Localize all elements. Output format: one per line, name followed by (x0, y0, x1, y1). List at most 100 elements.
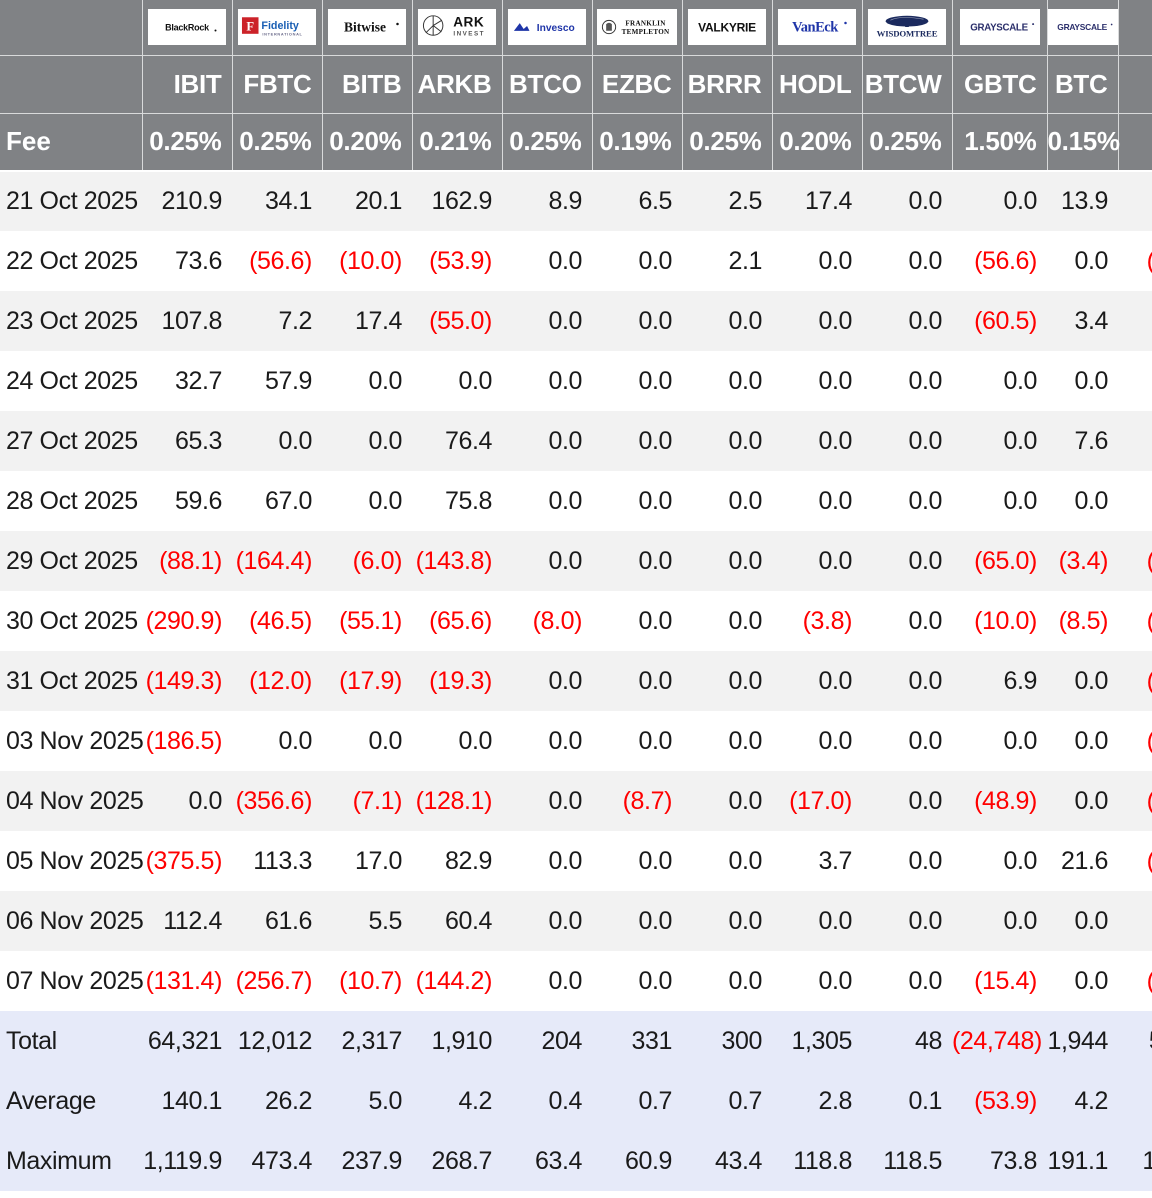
row-label: 28 Oct 2025 (0, 471, 142, 531)
table-row: 27 Oct 2025 65.3 0.0 0.0 76.4 0.0 0.0 0.0 0.0 0.0… (0, 411, 1152, 471)
cell-ezbc: 0.0 (592, 591, 682, 651)
cell-arkb: (19.3) (412, 651, 502, 711)
fee-btcw: 0.25% (862, 113, 953, 172)
cell-arkb: 4.2 (412, 1071, 502, 1131)
cell-ezbc: 0.0 (592, 351, 682, 411)
cell-btc: 0.0 (1047, 471, 1118, 531)
cell-brrr: 0.0 (682, 411, 772, 471)
cell-hodl: 0.0 (772, 891, 862, 951)
cell-brrr: 0.0 (682, 831, 772, 891)
cell-total: 149.3 (1118, 411, 1152, 471)
cell-ibit: (149.3) (142, 651, 232, 711)
row-label: 03 Nov 2025 (0, 711, 144, 771)
cell-gbtc: 0.0 (952, 411, 1047, 471)
cell-arkb: 0.0 (412, 711, 502, 771)
cell-brrr: 0.0 (682, 951, 772, 1011)
issuer-logo-cell-btcw: WISDOMTREE (862, 0, 953, 56)
cell-bitb: 0.0 (322, 711, 412, 771)
cell-brrr: 0.0 (682, 591, 772, 651)
cell-btc: 7.6 (1047, 411, 1118, 471)
cell-total: 239.9 (1118, 891, 1152, 951)
cell-fbtc: 7.2 (232, 291, 322, 351)
row-label: 21 Oct 2025 (0, 171, 142, 231)
svg-text:BlackRock: BlackRock (165, 23, 210, 33)
fee-brrr: 0.25% (682, 113, 773, 172)
cell-fbtc: 34.1 (232, 171, 322, 231)
table-row: 30 Oct 2025 (290.9) (46.5) (55.1) (65.6) (8.0… (0, 591, 1152, 651)
cell-brrr: 0.7 (682, 1071, 772, 1131)
cell-arkb: 76.4 (412, 411, 502, 471)
cell-ezbc: (8.7) (592, 771, 682, 831)
cell-fbtc: (356.6) (232, 771, 322, 831)
cell-ibit: 107.8 (142, 291, 232, 351)
cell-ibit: 1,119.9 (142, 1131, 232, 1191)
cell-fbtc: 0.0 (232, 711, 322, 771)
cell-hodl: 0.0 (772, 231, 862, 291)
fee-btco: 0.25% (502, 113, 593, 172)
ticker-brrr: BRRR (682, 55, 773, 114)
row-label: 04 Nov 2025 (0, 771, 144, 831)
cell-arkb: 60.4 (412, 891, 502, 951)
cell-hodl: 0.0 (772, 651, 862, 711)
issuer-logo-cell-fbtc: F Fidelity INTERNATIONAL (232, 0, 323, 56)
cell-btcw: 0.0 (862, 891, 952, 951)
valkyrie-logo: VALKYRIE (698, 21, 756, 35)
cell-ezbc: 6.5 (592, 171, 682, 231)
grayscale-logo: GRAYSCALE (1057, 22, 1112, 32)
cell-btc: 4.2 (1047, 1071, 1118, 1131)
cell-ezbc: 331 (592, 1011, 682, 1071)
cell-btco: 0.4 (502, 1071, 592, 1131)
cell-arkb: (128.1) (412, 771, 502, 831)
cell-brrr: 2.1 (682, 231, 772, 291)
cell-ezbc: 0.0 (592, 291, 682, 351)
fidelity-logo: F Fidelity INTERNATIONAL (241, 17, 302, 37)
table-row: 21 Oct 2025 210.9 34.1 20.1 162.9 8.9 6.5 2.5 17… (0, 171, 1152, 231)
cell-hodl: 0.0 (772, 531, 862, 591)
cell-hodl: 1,305 (772, 1011, 862, 1071)
issuer-logo-cell-bitb: Bitwise (322, 0, 413, 56)
fee-hodl: 0.20% (772, 113, 863, 172)
cell-arkb: 1,910 (412, 1011, 502, 1071)
svg-text:TEMPLETON: TEMPLETON (622, 28, 670, 36)
svg-text:Bitwise: Bitwise (344, 20, 386, 35)
cell-gbtc: (60.5) (952, 291, 1047, 351)
cell-fbtc: 57.9 (232, 351, 322, 411)
cell-btc: 3.4 (1047, 291, 1118, 351)
cell-bitb: (7.1) (322, 771, 412, 831)
invesco-logo: Invesco (513, 23, 575, 34)
cell-arkb: (143.8) (412, 531, 502, 591)
ticker-hodl: HODL (772, 55, 863, 114)
row-label: 30 Oct 2025 (0, 591, 142, 651)
cell-btco: (8.0) (502, 591, 592, 651)
cell-hodl: 0.0 (772, 411, 862, 471)
cell-ibit: (375.5) (142, 831, 232, 891)
cell-btcw: 0.0 (862, 831, 952, 891)
cell-arkb: (53.9) (412, 231, 502, 291)
cell-ibit: 64,321 (142, 1011, 232, 1071)
cell-btcw: 0.0 (862, 471, 952, 531)
cell-ezbc: 0.0 (592, 531, 682, 591)
franklin-templeton-logo: FRANKLIN TEMPLETON (601, 20, 670, 36)
fee-btc: 0.15% (1047, 113, 1120, 172)
cell-brrr: 0.0 (682, 651, 772, 711)
cell-gbtc: (15.4) (952, 951, 1047, 1011)
row-label: Average (0, 1071, 142, 1131)
cell-bitb: (10.7) (322, 951, 412, 1011)
cell-fbtc: 67.0 (232, 471, 322, 531)
cell-arkb: (65.6) (412, 591, 502, 651)
wisdomtree-logo: WISDOMTREE (877, 16, 938, 39)
cell-gbtc: 0.0 (952, 711, 1047, 771)
cell-btco: 0.0 (502, 471, 592, 531)
cell-btco: 0.0 (502, 951, 592, 1011)
cell-btcw: 0.0 (862, 651, 952, 711)
table-header: BlackRock F Fidelity INTERNATIONAL (0, 0, 1152, 172)
cell-gbtc: 0.0 (952, 351, 1047, 411)
table-row: 22 Oct 2025 73.6 (56.6) (10.0) (53.9) 0.0 0.0 2… (0, 231, 1152, 291)
cell-ezbc: 0.0 (592, 411, 682, 471)
blackrock-logo: BlackRock (165, 23, 217, 33)
row-label: 31 Oct 2025 (0, 651, 142, 711)
cell-hodl: 0.0 (772, 711, 862, 771)
cell-btc: 0.0 (1047, 771, 1118, 831)
cell-btc: 21.6 (1047, 831, 1118, 891)
cell-ezbc: 0.0 (592, 951, 682, 1011)
